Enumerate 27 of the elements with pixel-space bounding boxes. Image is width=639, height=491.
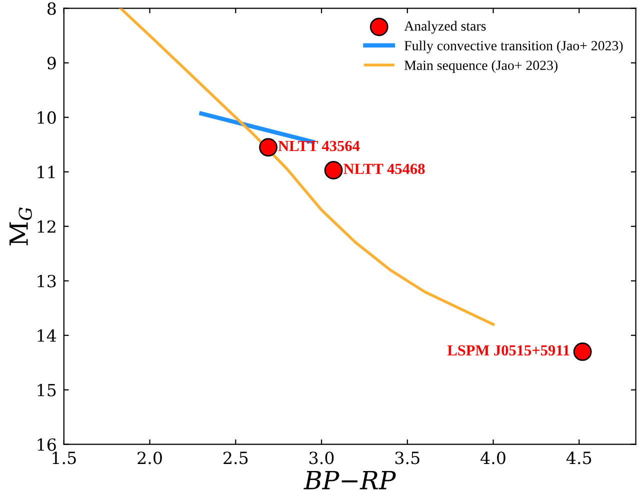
y-tick-label: 14 bbox=[38, 329, 56, 342]
y-tick-label: 9 bbox=[47, 56, 56, 70]
legend-label: Analyzed stars bbox=[404, 20, 486, 34]
x-tick-label: 1.5 bbox=[52, 452, 76, 464]
x-tick-label: 2.0 bbox=[138, 452, 162, 464]
y-tick-label: 8 bbox=[47, 2, 56, 15]
y-tick-label: 16 bbox=[38, 438, 56, 451]
y-tick-label: 11 bbox=[38, 166, 55, 178]
data-label: NLTT 45468 bbox=[344, 164, 425, 174]
y-tick-label: 10 bbox=[38, 111, 56, 124]
x-tick-label: 3.0 bbox=[310, 452, 334, 464]
x-tick-label: 3.5 bbox=[395, 452, 420, 464]
y-tick-label: 12 bbox=[38, 220, 56, 233]
point bbox=[324, 161, 343, 180]
point bbox=[259, 138, 278, 157]
x-tick-label: 4.5 bbox=[566, 452, 592, 464]
x-tick-label: 2.5 bbox=[224, 452, 248, 464]
y-tick-label: 15 bbox=[38, 384, 56, 396]
x-axis-title: BP−RP bbox=[304, 470, 396, 490]
y-axis-title: M$_{G}$ bbox=[10, 208, 32, 246]
data-label: LSPM J0515+5911 bbox=[447, 345, 570, 356]
y-tick-label: 13 bbox=[38, 274, 56, 288]
data-label: NLTT 43564 bbox=[278, 140, 360, 152]
legend-label: Main sequence (Jao+ 2023) bbox=[404, 60, 558, 73]
legend-label: Fully convective transition (Jao+ 2023) bbox=[404, 40, 623, 54]
point bbox=[573, 342, 592, 361]
x-tick-label: 4.0 bbox=[480, 452, 506, 464]
